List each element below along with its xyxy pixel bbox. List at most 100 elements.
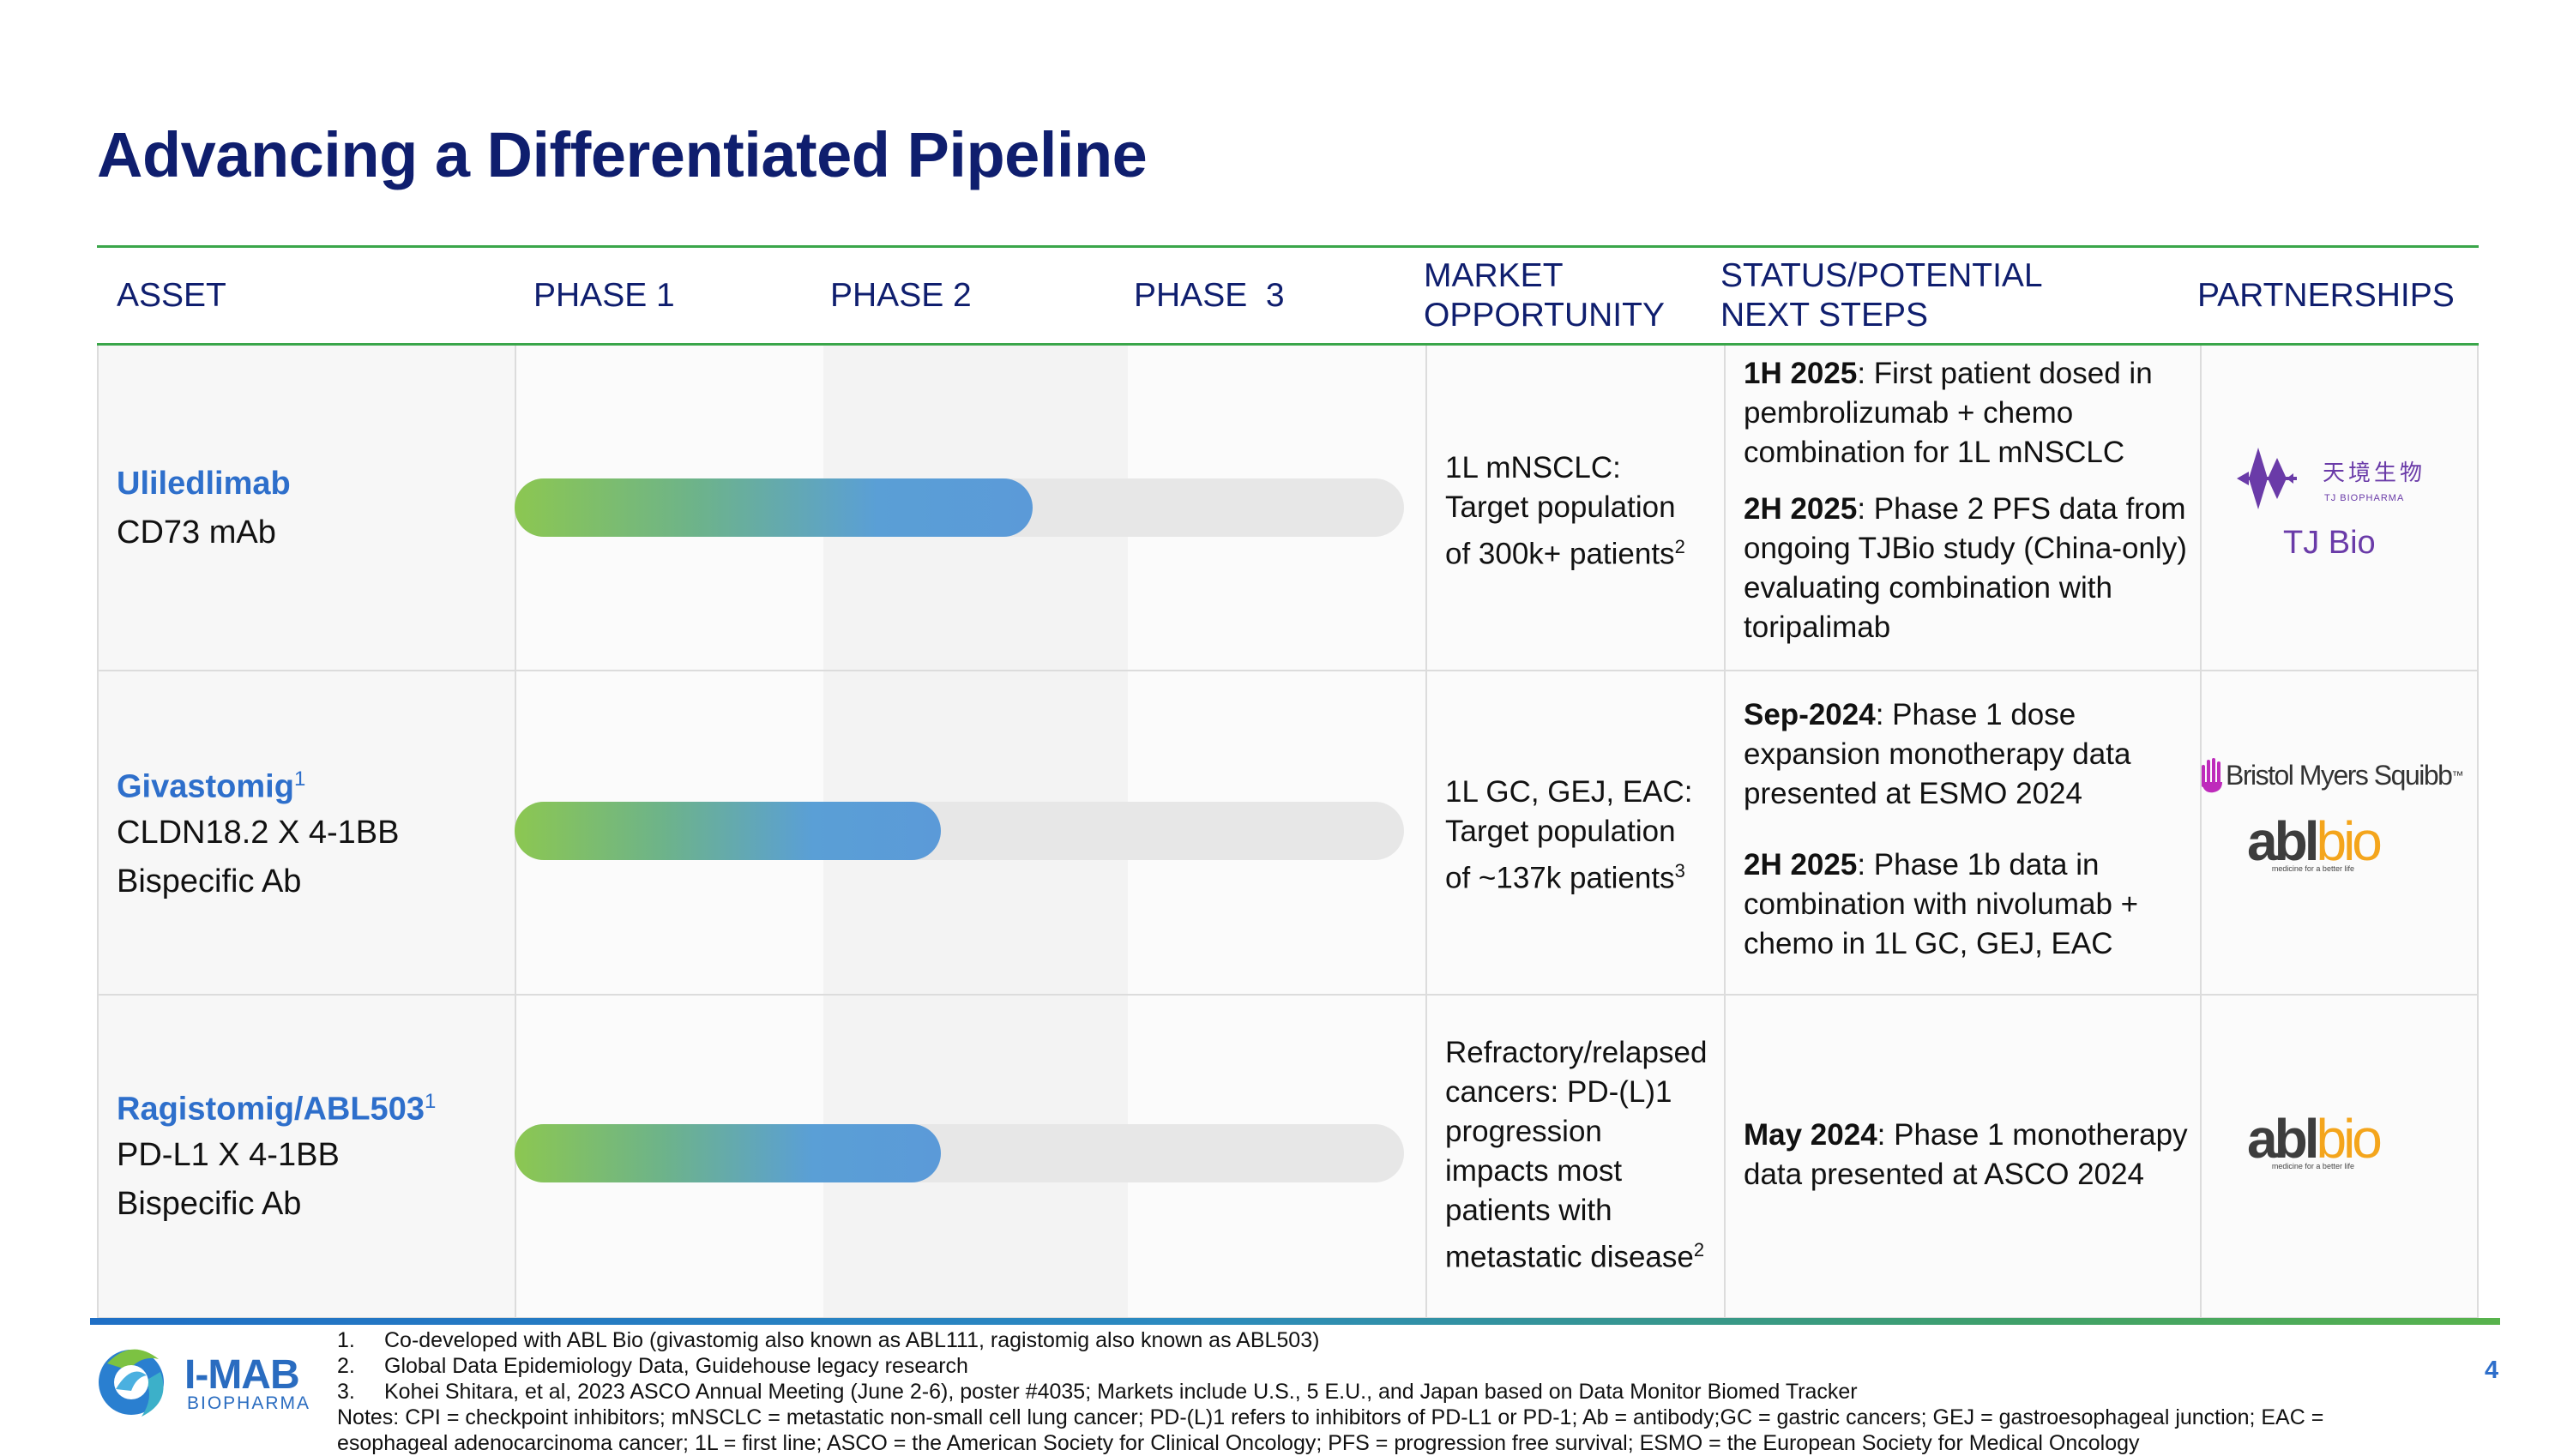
ablbio-logo: ablbio medicine for a better life bbox=[2247, 1111, 2383, 1170]
divider bbox=[2200, 346, 2202, 1319]
bio-text: bio bbox=[2316, 810, 2382, 872]
status-text: : Phase 1 monotherapy bbox=[1877, 1118, 2188, 1152]
row-divider bbox=[97, 994, 2479, 996]
abl-tagline: medicine for a better life bbox=[2271, 1162, 2354, 1170]
asset-description: Bispecific Ab bbox=[117, 863, 302, 899]
status-line: 2H 2025: Phase 2 PFS data from bbox=[1744, 490, 2187, 529]
footnote-ref: 2 bbox=[1693, 1239, 1705, 1260]
tj-biopharma-logo: 天境生物 TJ BIOPHARMA bbox=[2237, 448, 2422, 509]
row-divider bbox=[97, 670, 2479, 671]
progress-track bbox=[515, 802, 1404, 860]
asset-name-ragistomig: Ragistomig/ABL5031 bbox=[117, 1090, 436, 1128]
footnote-ref: 1 bbox=[293, 767, 306, 791]
status-line: evaluating combination with bbox=[1744, 571, 2112, 605]
asset-name-text: Ragistomig/ABL503 bbox=[117, 1091, 425, 1128]
tj-logo-en: TJ BIOPHARMA bbox=[2324, 493, 2404, 503]
abl-tagline: medicine for a better life bbox=[2271, 864, 2354, 873]
divider bbox=[1425, 346, 1427, 1319]
market-opportunity-cell: 1L GC, GEJ, EAC: Target population of ~1… bbox=[1425, 773, 1693, 899]
market-line: Refractory/relapsed bbox=[1445, 1036, 1708, 1069]
progress-bar-ragistomig bbox=[515, 1124, 941, 1182]
page-number: 4 bbox=[2485, 1357, 2499, 1384]
header-market-line-1: MARKET bbox=[1424, 256, 1564, 294]
status-line: presented at ESMO 2024 bbox=[1744, 777, 2082, 810]
bio-text: bio bbox=[2316, 1108, 2382, 1170]
progress-bar-givastomig bbox=[515, 802, 941, 860]
footnote-text: Kohei Shitara, et al, 2023 ASCO Annual M… bbox=[384, 1380, 1858, 1404]
status-text: : Phase 1 dose bbox=[1875, 698, 2076, 731]
column-status bbox=[1724, 346, 2200, 1319]
asset-description: PD-L1 X 4-1BB bbox=[117, 1137, 340, 1173]
status-date: 2H 2025 bbox=[1744, 492, 1858, 526]
footnote-ref: 3 bbox=[1674, 860, 1685, 881]
market-line: 1L mNSCLC: bbox=[1445, 451, 1621, 484]
bms-wordmark: Bristol Myers Squibb bbox=[2226, 759, 2453, 791]
abl-text: abl bbox=[2247, 1108, 2319, 1170]
asset-name-uliledlimab: Uliledlimab bbox=[117, 466, 291, 502]
asset-name-text: Uliledlimab bbox=[117, 466, 291, 502]
market-opportunity-cell: Refractory/relapsed cancers: PD-(L)1 pro… bbox=[1425, 1033, 1707, 1278]
header-bottom-rule bbox=[97, 343, 2479, 346]
trademark: ™ bbox=[2451, 768, 2464, 782]
market-line-text: of ~137k patients bbox=[1445, 861, 1675, 895]
status-date: 1H 2025 bbox=[1744, 357, 1858, 390]
status-line: May 2024: Phase 1 monotherapy bbox=[1744, 1116, 2188, 1155]
asset-name-givastomig: Givastomig1 bbox=[117, 767, 305, 806]
status-line: Sep-2024: Phase 1 dose bbox=[1744, 695, 2138, 735]
footnote-number: 1. bbox=[337, 1328, 355, 1352]
status-line: expansion monotherapy data bbox=[1744, 737, 2131, 771]
header-asset: ASSET bbox=[117, 276, 226, 314]
header-top-rule bbox=[97, 245, 2479, 248]
ablbio-logo: ablbio medicine for a better life bbox=[2247, 814, 2383, 873]
progress-track bbox=[515, 1124, 1404, 1182]
market-line-text: of 300k+ patients bbox=[1445, 537, 1675, 571]
status-cell: 1H 2025: First patient dosed in pembroli… bbox=[1744, 354, 2187, 647]
column-asset bbox=[97, 346, 515, 1319]
bms-hand-icon bbox=[2202, 758, 2222, 793]
status-text: : Phase 2 PFS data from bbox=[1857, 492, 2186, 526]
header-partnerships: PARTNERSHIPS bbox=[2197, 276, 2455, 314]
footnote: 3. Kohei Shitara, et al, 2023 ASCO Annual… bbox=[337, 1379, 2323, 1405]
status-date: 2H 2025 bbox=[1744, 848, 1858, 881]
status-line: toripalimab bbox=[1744, 611, 1891, 644]
partner-tj-bio: TJ Bio bbox=[2283, 525, 2376, 561]
footnote-text: Co-developed with ABL Bio (givastomig al… bbox=[384, 1328, 1320, 1352]
header-status: STATUS/POTENTIAL NEXT STEPS bbox=[1720, 248, 2043, 343]
bms-logo: Bristol Myers Squibb ™ bbox=[2200, 755, 2463, 796]
footnotes: 1. Co-developed with ABL Bio (givastomig … bbox=[337, 1327, 2323, 1456]
progress-track bbox=[515, 478, 1404, 537]
market-line: Target population bbox=[1445, 815, 1676, 848]
asset-name-text: Givastomig bbox=[117, 768, 294, 805]
status-line: pembrolizumab + chemo bbox=[1744, 396, 2074, 430]
market-line: progression bbox=[1445, 1115, 1602, 1148]
notes-line: Notes: CPI = checkpoint inhibitors; mNSC… bbox=[337, 1405, 2324, 1429]
status-line: ongoing TJBio study (China-only) bbox=[1744, 532, 2187, 565]
header-status-line-1: STATUS/POTENTIAL bbox=[1720, 256, 2043, 294]
footnote: 1. Co-developed with ABL Bio (givastomig … bbox=[337, 1327, 2323, 1353]
footnote-ref: 2 bbox=[1674, 536, 1685, 557]
abl-text: abl bbox=[2247, 810, 2319, 872]
status-text: : First patient dosed in bbox=[1857, 357, 2153, 390]
status-text: : Phase 1b data in bbox=[1857, 848, 2100, 881]
company-subtitle: BIOPHARMA bbox=[187, 1393, 311, 1413]
column-market bbox=[1425, 346, 1724, 1319]
market-line: of 300k+ patients2 bbox=[1445, 527, 1744, 575]
header-status-line-2: NEXT STEPS bbox=[1720, 296, 1929, 334]
market-line: cancers: PD-(L)1 bbox=[1445, 1075, 1672, 1109]
status-cell: Sep-2024: Phase 1 dose expansion monothe… bbox=[1744, 695, 2138, 964]
notes-line: esophageal adenocarcinoma cancer; 1L = f… bbox=[337, 1431, 2140, 1455]
header-phase-2: PHASE 2 bbox=[830, 276, 972, 314]
header-phase-3: PHASE 3 bbox=[1134, 276, 1285, 314]
footnote: 2. Global Data Epidemiology Data, Guideho… bbox=[337, 1353, 2323, 1379]
imab-logo-mark bbox=[99, 1349, 164, 1417]
market-opportunity-cell: 1L mNSCLC: Target population of 300k+ pa… bbox=[1425, 448, 1744, 575]
status-line: 2H 2025: Phase 1b data in bbox=[1744, 845, 2138, 885]
divider bbox=[1724, 346, 1726, 1319]
column-partnerships bbox=[2200, 346, 2479, 1319]
divider bbox=[2477, 346, 2479, 1319]
header-market-opportunity: MARKET OPPORTUNITY bbox=[1424, 248, 1665, 343]
market-line: impacts most bbox=[1445, 1154, 1623, 1188]
company-name: I-MAB bbox=[184, 1352, 300, 1398]
market-line: of ~137k patients3 bbox=[1445, 851, 1693, 899]
footer-rule bbox=[90, 1318, 2500, 1325]
